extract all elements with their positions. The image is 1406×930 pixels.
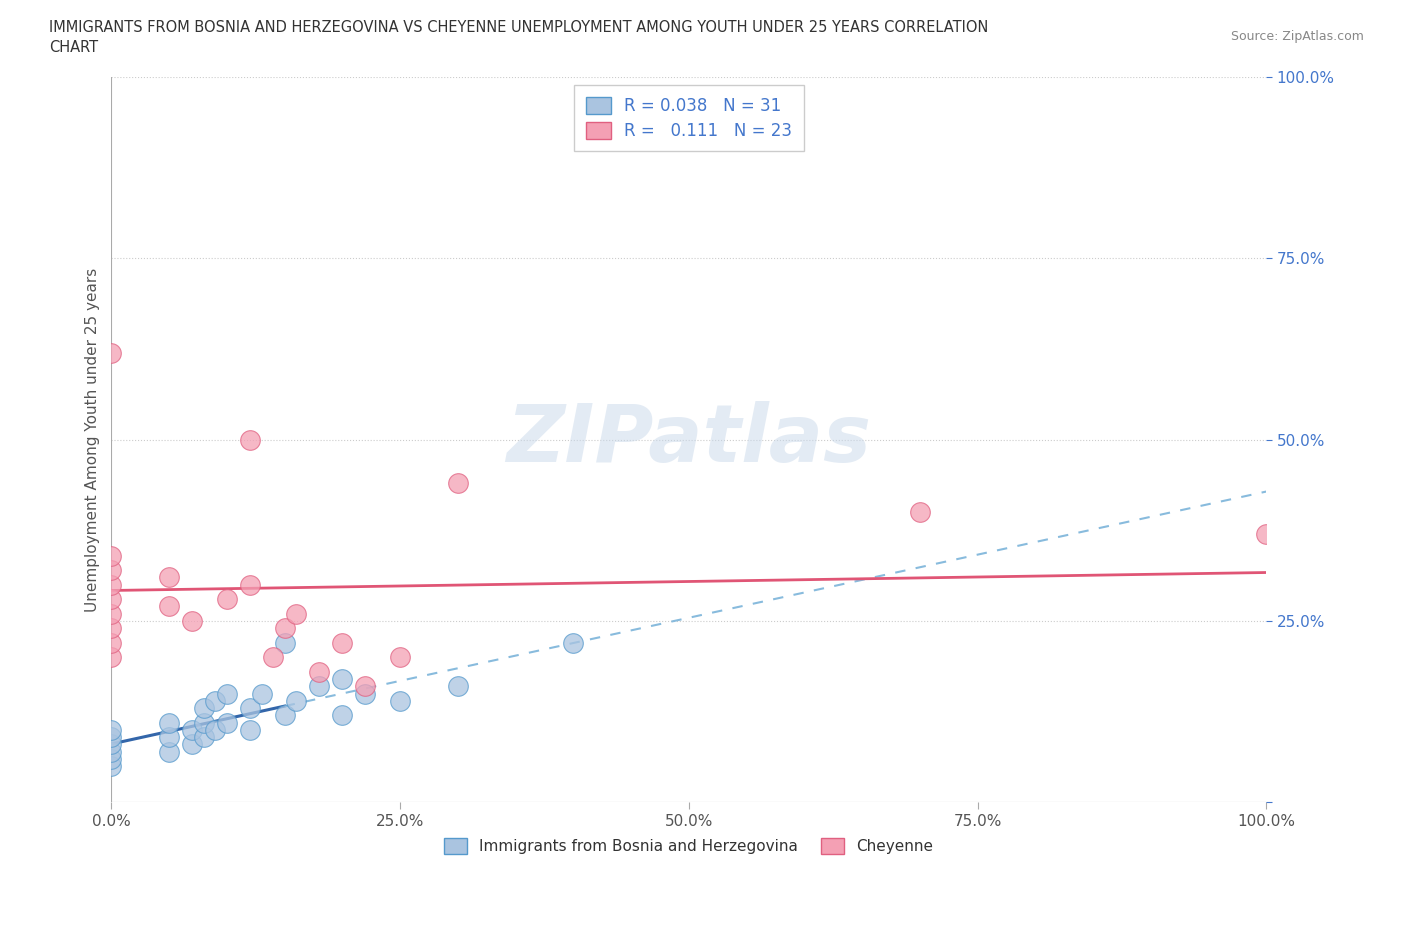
- Point: [100, 751, 122, 766]
- Point: [157, 730, 180, 745]
- Point: [157, 599, 180, 614]
- Text: Source: ZipAtlas.com: Source: ZipAtlas.com: [1230, 30, 1364, 43]
- Point: [100, 591, 122, 606]
- Text: ZIPatlas: ZIPatlas: [506, 401, 872, 479]
- Point: [332, 708, 354, 723]
- Point: [100, 563, 122, 578]
- Point: [215, 591, 238, 606]
- Legend: Immigrants from Bosnia and Herzegovina, Cheyenne: Immigrants from Bosnia and Herzegovina, …: [439, 831, 939, 860]
- Point: [239, 700, 262, 715]
- Point: [447, 475, 470, 490]
- Point: [262, 650, 284, 665]
- Point: [100, 578, 122, 592]
- Point: [215, 686, 238, 701]
- Point: [354, 686, 377, 701]
- Point: [100, 723, 122, 737]
- Text: IMMIGRANTS FROM BOSNIA AND HERZEGOVINA VS CHEYENNE UNEMPLOYMENT AMONG YOUTH UNDE: IMMIGRANTS FROM BOSNIA AND HERZEGOVINA V…: [49, 20, 988, 35]
- Y-axis label: Unemployment Among Youth under 25 years: Unemployment Among Youth under 25 years: [86, 268, 100, 612]
- Point: [193, 730, 215, 745]
- Point: [157, 715, 180, 730]
- Point: [273, 708, 295, 723]
- Point: [100, 650, 122, 665]
- Point: [100, 549, 122, 564]
- Point: [100, 635, 122, 650]
- Point: [239, 578, 262, 592]
- Point: [204, 694, 226, 709]
- Point: [285, 694, 308, 709]
- Point: [157, 744, 180, 759]
- Point: [100, 606, 122, 621]
- Point: [193, 700, 215, 715]
- Point: [562, 635, 585, 650]
- Point: [100, 759, 122, 774]
- Point: [239, 723, 262, 737]
- Point: [215, 715, 238, 730]
- Point: [100, 744, 122, 759]
- Point: [100, 345, 122, 360]
- Point: [193, 715, 215, 730]
- Point: [100, 737, 122, 751]
- Point: [354, 679, 377, 694]
- Point: [273, 635, 295, 650]
- Point: [239, 432, 262, 447]
- Point: [908, 505, 931, 520]
- Point: [181, 723, 204, 737]
- Point: [100, 730, 122, 745]
- Point: [308, 679, 330, 694]
- Point: [332, 635, 354, 650]
- Point: [389, 694, 412, 709]
- Point: [273, 621, 295, 636]
- Point: [181, 737, 204, 751]
- Point: [285, 606, 308, 621]
- Point: [181, 614, 204, 629]
- Point: [250, 686, 273, 701]
- Point: [389, 650, 412, 665]
- Point: [332, 671, 354, 686]
- Point: [100, 621, 122, 636]
- Point: [308, 664, 330, 679]
- Point: [1256, 526, 1278, 541]
- Text: CHART: CHART: [49, 40, 98, 55]
- Point: [204, 723, 226, 737]
- Point: [157, 570, 180, 585]
- Point: [447, 679, 470, 694]
